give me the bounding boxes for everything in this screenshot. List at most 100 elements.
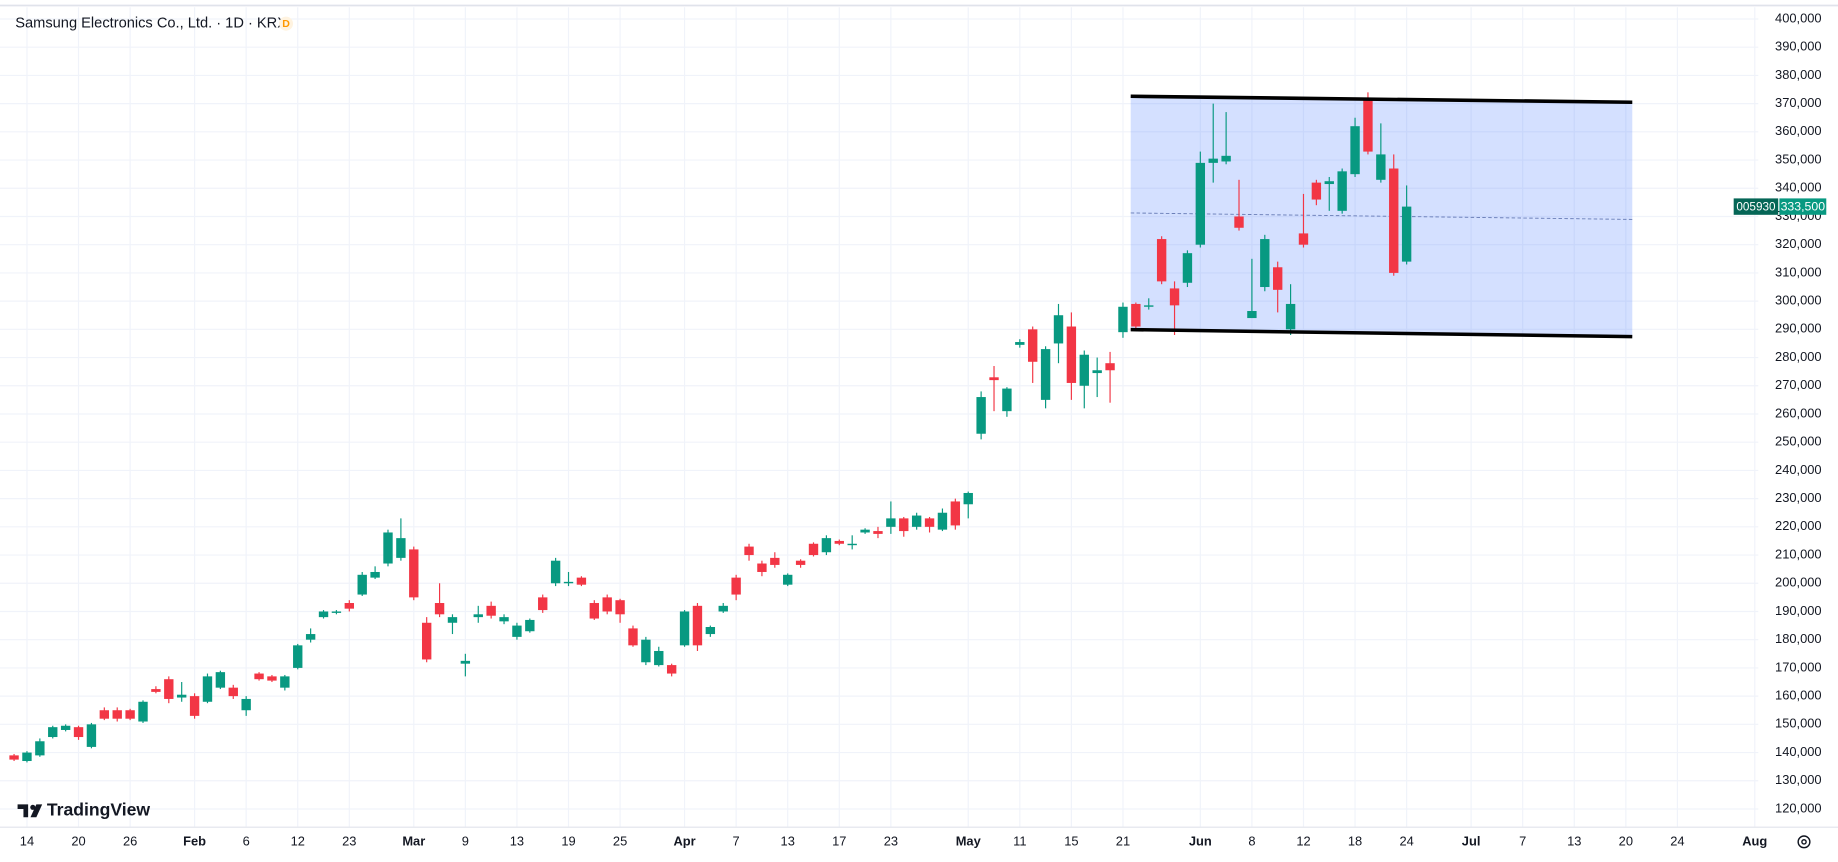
y-tick-label: 350,000 [1775,151,1822,166]
candle-body [421,622,432,660]
candle-body [989,377,999,381]
candle-body [254,673,264,680]
candle-body [151,689,161,692]
candle-body [1234,216,1244,228]
brand-logo [17,804,43,818]
x-tick-label: 12 [291,833,305,848]
candle-body [1169,288,1180,306]
candle-body [615,600,625,615]
x-tick-label: 7 [733,833,740,848]
candle-body [911,515,922,527]
x-tick-label: 12 [1296,833,1310,848]
candle-body [1337,171,1347,211]
candle-body [1260,239,1270,288]
y-tick-label: 150,000 [1775,716,1822,731]
candle-body [1221,155,1231,162]
candle-body [1350,126,1360,175]
x-tick-label: 14 [20,833,34,848]
candle-body [512,625,522,637]
candle-body [1040,349,1051,400]
x-tick-label: 20 [71,833,85,848]
candle-body [447,617,458,623]
candle-body [589,603,599,619]
badge: D [282,18,290,30]
price-label: 333,500 [1781,199,1826,213]
candle-body [60,725,71,730]
x-tick-label: 20 [1619,833,1633,848]
x-tick-label: 19 [561,833,575,848]
candle-body [267,676,277,681]
candle-body [705,626,716,635]
x-tick-label: 11 [1013,833,1026,848]
y-tick-label: 160,000 [1775,688,1822,703]
candle-body [628,628,638,646]
x-tick-label: 23 [342,833,356,848]
x-tick-label: Jul [1462,833,1481,848]
y-tick-label: 210,000 [1775,546,1822,561]
y-tick-label: 290,000 [1775,321,1822,336]
x-tick-label: Feb [183,833,206,848]
candle-body [1066,326,1077,383]
y-tick-label: 240,000 [1775,462,1822,477]
candle-body [241,698,251,711]
candle-body [654,650,664,666]
y-tick-label: 140,000 [1775,744,1822,759]
y-tick-label: 220,000 [1775,518,1822,533]
y-tick-label: 250,000 [1775,434,1822,449]
candle-body [138,701,148,722]
candle-body [924,518,935,527]
candle-body [576,577,587,585]
candle-body [344,603,355,609]
candle-body [1002,388,1012,412]
candle-body [770,557,780,565]
y-tick-label: 270,000 [1775,377,1822,392]
candle-body [886,518,896,527]
candle-body [280,676,290,688]
candle-body [641,639,651,663]
x-tick-label: 15 [1064,833,1078,848]
x-tick-label: 8 [1248,833,1255,848]
candle-body [409,549,419,598]
channel-lower [1130,327,1633,339]
axes: 120,000 130,000 140,000 150,000 160,000 170,0… [20,10,1822,848]
candle-body [1273,267,1283,290]
candle-body [1285,303,1296,330]
candle-body [602,597,612,612]
channel-fill [1130,96,1633,337]
candle-body [1376,154,1386,180]
x-tick-label: 17 [832,833,846,848]
y-tick-label: 390,000 [1775,39,1822,54]
price-tag [1779,198,1827,215]
candle-body [48,727,58,738]
candle-body [1118,306,1128,333]
candle-body [73,727,84,738]
settings-icon[interactable] [1797,835,1811,849]
x-tick-label: 21 [1116,833,1130,848]
candle-body [125,710,135,719]
candle-body [1363,97,1373,152]
x-tick-label: 13 [510,833,524,848]
y-tick-label: 260,000 [1775,405,1822,420]
candle-body [899,518,909,532]
candle-body [1311,182,1322,200]
candle-body [1195,162,1206,245]
candle-body [976,397,986,434]
x-tick-label: 24 [1670,833,1684,848]
candle-body [22,752,32,762]
candle-body [357,574,367,595]
candle-body [318,611,329,618]
candle-body [1208,158,1218,163]
y-tick-label: 400,000 [1775,10,1822,25]
candle-body [1156,239,1167,282]
candle-body [950,501,961,526]
candle-body [499,617,509,622]
badge-bg [278,16,294,31]
candle-body [860,529,870,533]
candle-body [86,724,97,747]
y-tick-label: 170,000 [1775,659,1822,674]
candle-body [202,676,213,702]
x-tick-label: 13 [1567,833,1581,848]
